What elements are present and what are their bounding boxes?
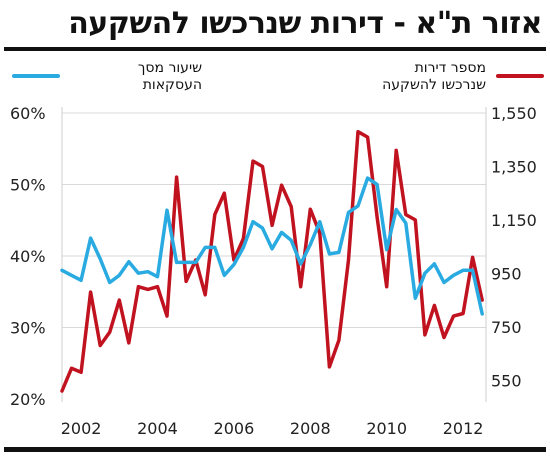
x-tick-label: 2004 <box>137 419 178 438</box>
x-tick-label: 2008 <box>290 419 331 438</box>
legend-left: שיעור מסך העסקאות <box>12 60 202 96</box>
legend-label-share: שיעור מסך העסקאות <box>137 60 202 93</box>
legend-label-count: מספר דירות שנרכשו להשקעה <box>382 60 486 93</box>
x-tick-label: 2010 <box>366 419 407 438</box>
y-tick-label-right: 550 <box>491 371 522 390</box>
title-divider <box>4 47 546 51</box>
y-tick-label-right: 750 <box>491 318 522 337</box>
x-axis-ticks: 2002 2004 2006 2008 2010 2012 <box>61 419 484 438</box>
series-lines <box>60 129 484 393</box>
y-tick-label-right: 950 <box>491 264 522 283</box>
y-tick-label-left: 20% <box>10 390 46 409</box>
legend-swatch-count <box>496 74 544 78</box>
chart-title: אזור ת"א - דירות שנרכשו להשקעה <box>68 6 542 41</box>
y-tick-label-right: 1,350 <box>491 157 537 176</box>
left-axis-ticks: 20% 30% 40% 50% 60% <box>10 104 46 409</box>
y-tick-label-right: 1,150 <box>491 211 537 230</box>
legend-right: מספר דירות שנרכשו להשקעה <box>312 60 544 96</box>
x-tick-label: 2012 <box>443 419 484 438</box>
y-tick-label-left: 60% <box>10 104 46 123</box>
x-tick-label: 2006 <box>214 419 255 438</box>
bottom-rule <box>4 447 546 452</box>
right-axis-ticks: 550 750 950 1,150 1,350 1,550 <box>491 104 537 390</box>
y-tick-label-left: 50% <box>10 176 46 195</box>
x-tick-label: 2002 <box>61 419 102 438</box>
series-line-share <box>60 176 484 316</box>
y-tick-label-left: 40% <box>10 247 46 266</box>
title-bar: אזור ת"א - דירות שנרכשו להשקעה <box>0 0 550 52</box>
series-line-count <box>60 129 484 393</box>
gridlines <box>61 107 487 402</box>
y-tick-label-left: 30% <box>10 319 46 338</box>
y-tick-label-right: 1,550 <box>491 104 537 123</box>
legend-swatch-share <box>12 74 60 78</box>
